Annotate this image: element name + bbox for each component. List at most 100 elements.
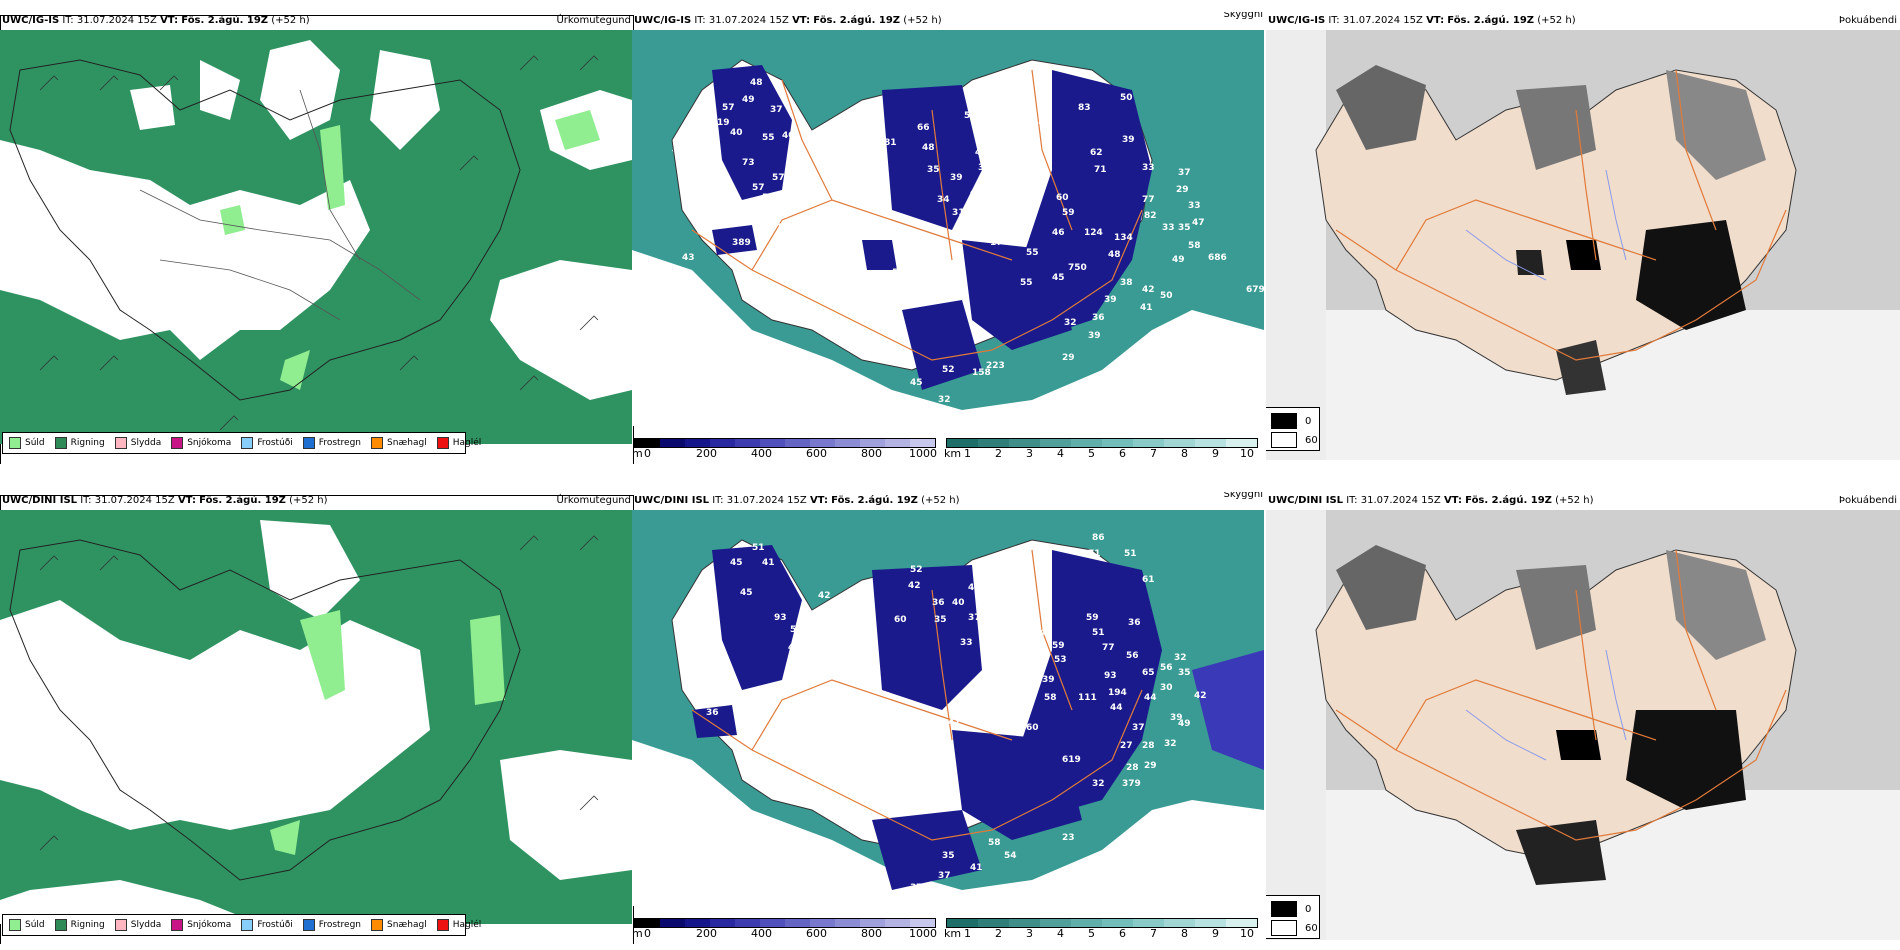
visibility-value: 41 xyxy=(970,188,983,198)
visibility-value: 53 xyxy=(762,193,775,203)
visibility-value: 55 xyxy=(1026,248,1039,258)
visibility-value: 73 xyxy=(742,158,755,168)
scale-tick: 200 xyxy=(696,927,717,940)
visibility-value: 33 xyxy=(960,638,973,648)
fog-legend-value: 60 xyxy=(1305,922,1318,934)
valid-time: Fös. 2.ágú. 19Z xyxy=(831,495,918,506)
scale-tick: 6 xyxy=(1119,927,1126,940)
scale-tick: 0 xyxy=(644,447,651,460)
legend-item: Súld xyxy=(9,437,45,449)
legend-item: Frostúði xyxy=(241,919,293,931)
legend-swatch xyxy=(9,919,21,931)
visibility-value: 33 xyxy=(1162,223,1175,233)
visibility-value: 77 xyxy=(1142,195,1155,205)
scale-tick: 200 xyxy=(696,447,717,460)
visibility-value: 60 xyxy=(1026,723,1039,733)
legend-label: Rigning xyxy=(70,438,105,448)
scale-tick: 800 xyxy=(861,447,882,460)
scale-tick: 600 xyxy=(806,927,827,940)
fog-swatch xyxy=(1271,432,1297,448)
visibility-value: 37 xyxy=(968,613,981,623)
fog-panel-bottom: UWC/DINI ISL IT: 31.07.2024 15Z VT: Fös.… xyxy=(1266,492,1900,944)
scale-tick: 2 xyxy=(995,447,1002,460)
visibility-value: 35 xyxy=(934,615,947,625)
visibility-value: 66 xyxy=(917,123,930,133)
visibility-value: 686 xyxy=(1208,253,1227,263)
legend-label: Snæhagl xyxy=(387,438,427,448)
visibility-panel-bottom: UWC/DINI ISL IT: 31.07.2024 15Z VT: Fös.… xyxy=(632,492,1266,944)
it-label: IT: xyxy=(1346,495,1358,506)
panel-header: UWC/DINI ISL IT: 31.07.2024 15Z VT: Fös.… xyxy=(632,492,1266,510)
visibility-value: 81 xyxy=(884,138,897,148)
visibility-scale: km 1 2 3 4 5 6 7 8 9 10 xyxy=(944,918,1264,944)
run-info: UWC/IG-IS IT: 31.07.2024 15Z VT: Fös. 2.… xyxy=(634,12,942,30)
scale-unit: km xyxy=(944,927,962,940)
visibility-value: 57 xyxy=(772,173,785,183)
scale-tick: 5 xyxy=(1088,447,1095,460)
visibility-value: 43 xyxy=(682,253,695,263)
visibility-value: 50 xyxy=(1160,291,1173,301)
visibility-value: 389 xyxy=(732,238,751,248)
visibility-value: 27 xyxy=(1120,741,1133,751)
precip-legend: Súld Rigning Slydda Snjókoma Frostúði Fr… xyxy=(2,914,481,936)
legend-swatch xyxy=(371,919,384,931)
visibility-value: 49 xyxy=(1178,719,1191,729)
legend-item: Frostregn xyxy=(302,437,361,449)
visibility-value: 41 xyxy=(968,583,981,593)
legend-label: Frostregn xyxy=(318,920,362,930)
legend-item: Snjókoma xyxy=(171,437,231,449)
legend-label: Snjókoma xyxy=(187,438,232,448)
run-info: UWC/DINI ISL IT: 31.07.2024 15Z VT: Fös.… xyxy=(2,492,328,510)
visibility-value: 51 xyxy=(1124,549,1137,559)
fog-panel-top: UWC/IG-IS IT: 31.07.2024 15Z VT: Fös. 2.… xyxy=(1266,12,1900,464)
cloud-base-colorbar xyxy=(634,438,936,448)
visibility-value: 39 xyxy=(1104,295,1117,305)
visibility-value: 83 xyxy=(1078,103,1091,113)
visibility-value: 41 xyxy=(970,863,983,873)
fog-map xyxy=(1266,30,1900,460)
cloud-base-scale: m 0 200 400 600 800 1000 xyxy=(632,918,942,944)
visibility-value: 28 xyxy=(1126,763,1139,773)
visibility-value: 57 xyxy=(722,103,735,113)
legend-swatch xyxy=(9,437,21,449)
vt-label: VT: xyxy=(177,495,196,506)
visibility-value: 50 xyxy=(1120,93,1133,103)
visibility-value: 60 xyxy=(1056,193,1069,203)
visibility-value: 124 xyxy=(1084,228,1103,238)
visibility-value: 29 xyxy=(1176,185,1189,195)
visibility-value: 52 xyxy=(910,565,923,575)
precip-legend: Súld Rigning Slydda Snjókoma Frostúði Fr… xyxy=(2,432,481,454)
visibility-value: 49 xyxy=(862,711,875,721)
legend-label: Haglél xyxy=(452,920,482,930)
scale-tick: 8 xyxy=(1181,447,1188,460)
legend-swatch xyxy=(371,437,384,449)
model-name: UWC/IG-IS xyxy=(2,15,60,26)
legend-swatch xyxy=(171,437,184,449)
precip-map xyxy=(0,510,632,924)
visibility-value: 49 xyxy=(1172,255,1185,265)
visibility-value: 750 xyxy=(1068,263,1087,273)
scale-tick: 10 xyxy=(1240,927,1254,940)
visibility-value: 118 xyxy=(770,223,789,233)
it-label: IT: xyxy=(712,495,724,506)
lead-time: (+52 h) xyxy=(1537,15,1576,26)
visibility-value: 55 xyxy=(790,625,803,635)
visibility-value: 158 xyxy=(972,368,991,378)
visibility-value: 77 xyxy=(1102,643,1115,653)
cloud-base-colorbar xyxy=(634,918,936,928)
visibility-panel-top: UWC/IG-IS IT: 31.07.2024 15Z VT: Fös. 2.… xyxy=(632,12,1266,464)
visibility-value: 52 xyxy=(892,268,905,278)
visibility-value: 32 xyxy=(1092,779,1105,789)
init-time: 31.07.2024 15Z xyxy=(708,15,789,26)
legend-item: Snjókoma xyxy=(171,919,231,931)
visibility-value: 47 xyxy=(1192,218,1205,228)
lead-time: (+52 h) xyxy=(271,15,310,26)
fog-legend-row: 0 xyxy=(1271,901,1311,917)
legend-label: Slydda xyxy=(130,920,162,930)
legend-label: Frostúði xyxy=(257,438,293,448)
legend-item: Haglél xyxy=(436,919,482,931)
it-label: IT: xyxy=(62,15,74,26)
visibility-value: 37 xyxy=(1178,168,1191,178)
model-name: UWC/IG-IS xyxy=(634,15,692,26)
panel-title: Skyggni xyxy=(1223,492,1263,500)
